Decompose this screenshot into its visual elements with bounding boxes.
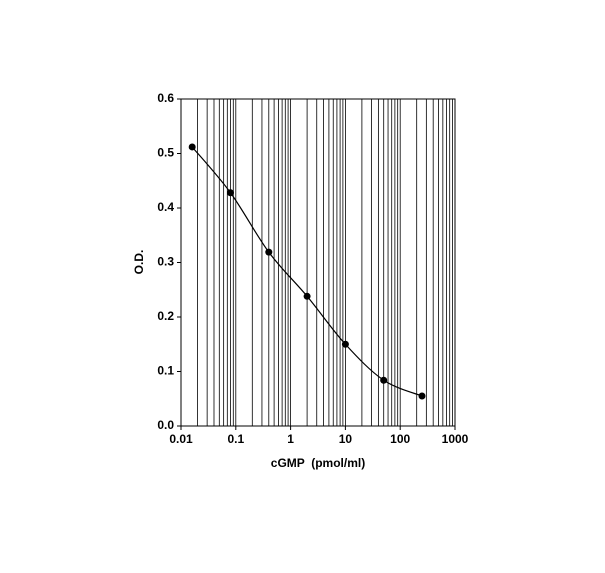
x-tick-label: 10 <box>339 432 353 446</box>
y-tick-label: 0.5 <box>157 146 174 160</box>
x-axis-label: cGMP (pmol/ml) <box>271 456 365 470</box>
y-tick-label: 0.4 <box>157 200 174 214</box>
point <box>380 376 388 384</box>
x-tick-label: 0.1 <box>227 432 244 446</box>
y-tick-label: 0.6 <box>157 91 174 105</box>
point <box>265 248 273 256</box>
x-tick-label: 0.01 <box>169 432 193 446</box>
y-axis-label: O.D. <box>132 250 146 275</box>
x-tick-label: 100 <box>390 432 410 446</box>
y-tick-label: 0.1 <box>157 364 174 378</box>
point <box>303 292 311 300</box>
plot-frame <box>180 98 456 427</box>
x-tick-label: 1 <box>287 432 294 446</box>
y-tick-label: 0.2 <box>157 309 174 323</box>
x-tick-label: 1000 <box>442 432 469 446</box>
y-tick-label: 0.0 <box>157 418 174 432</box>
point <box>341 340 349 348</box>
y-tick-label: 0.3 <box>157 255 174 269</box>
point <box>418 392 426 400</box>
point <box>226 189 234 197</box>
point <box>188 143 196 151</box>
